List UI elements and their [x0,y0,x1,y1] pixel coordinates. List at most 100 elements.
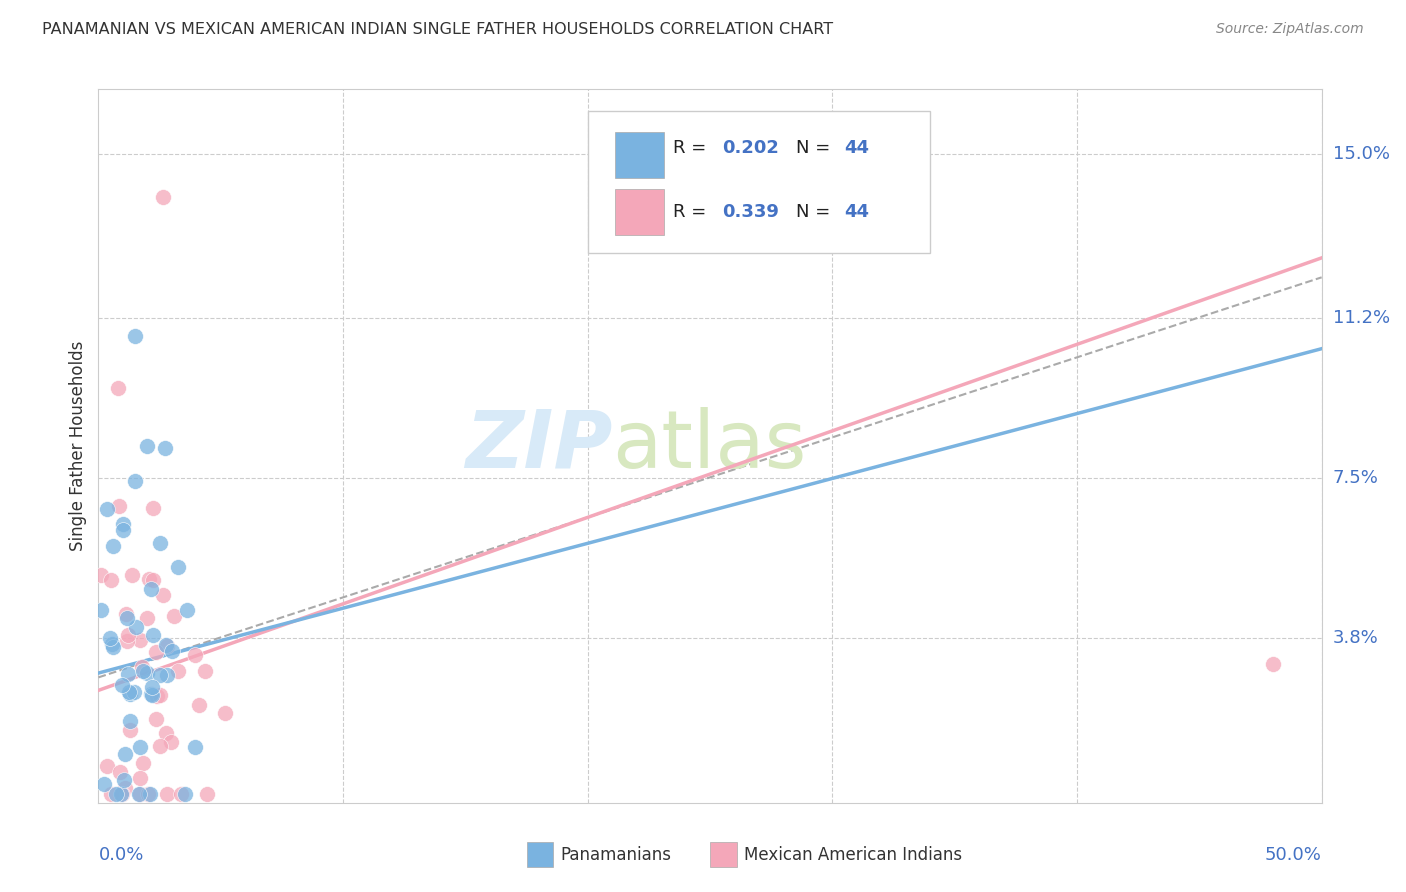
Text: Mexican American Indians: Mexican American Indians [744,846,962,863]
Point [117,627,139,641]
Point [156,787,179,801]
Point [114,780,136,795]
Point [136,787,159,801]
Text: 15.0%: 15.0% [1333,145,1389,163]
Text: ZIP: ZIP [465,407,612,485]
Point [141,681,163,695]
Point [100,573,122,587]
Text: atlas: atlas [612,407,807,485]
Point [167,559,190,574]
Y-axis label: Single Father Households: Single Father Households [69,341,87,551]
Point [90,567,112,582]
Bar [614,189,664,235]
Point [124,475,146,489]
Point [142,500,165,515]
Point [128,771,150,785]
Point [90,603,112,617]
Point [139,787,162,801]
Point [103,640,125,654]
Point [141,688,163,702]
Point [194,664,217,678]
Point [96,502,118,516]
Point [149,668,172,682]
Point [170,787,193,801]
Point [153,441,176,455]
Point [184,648,207,662]
Point [118,723,141,737]
Text: 44: 44 [845,203,869,221]
Point [128,787,150,801]
Point [132,664,155,678]
Point [173,787,195,801]
Point [112,516,135,531]
Text: 3.8%: 3.8% [1333,630,1378,648]
Point [166,664,188,678]
Bar [614,132,664,178]
Point [156,639,179,653]
Point [129,632,152,647]
Point [118,685,141,699]
Text: 11.2%: 11.2% [1333,310,1391,327]
Point [195,787,218,801]
Point [128,787,150,801]
Point [1261,657,1284,672]
Text: N =: N = [796,203,835,221]
Text: N =: N = [796,139,835,157]
Text: 0.202: 0.202 [723,139,779,157]
Point [117,610,139,624]
Point [111,523,134,537]
Point [149,739,172,754]
Point [142,574,165,588]
Point [155,668,177,682]
Point [108,765,131,780]
Point [101,637,124,651]
Text: 50.0%: 50.0% [1265,846,1322,864]
Point [145,712,167,726]
Point [160,644,183,658]
Point [124,328,146,343]
Point [149,536,172,550]
FancyBboxPatch shape [588,111,931,253]
Point [214,706,236,720]
Point [176,603,198,617]
Point [101,539,124,553]
Point [98,632,121,646]
Point [114,747,136,761]
Text: Panamanians: Panamanians [561,846,672,863]
Point [141,687,163,701]
Point [183,740,205,755]
Point [152,190,174,204]
Point [142,627,165,641]
Text: PANAMANIAN VS MEXICAN AMERICAN INDIAN SINGLE FATHER HOUSEHOLDS CORRELATION CHART: PANAMANIAN VS MEXICAN AMERICAN INDIAN SI… [42,22,834,37]
Text: R =: R = [673,139,713,157]
Point [187,698,209,712]
Point [114,607,136,622]
Point [107,500,129,514]
Point [104,787,127,801]
Text: 7.5%: 7.5% [1333,469,1379,487]
Point [152,588,174,602]
Point [128,739,150,754]
Point [160,735,183,749]
Point [136,665,159,680]
Point [138,572,160,586]
Text: 0.0%: 0.0% [98,846,143,864]
Text: Source: ZipAtlas.com: Source: ZipAtlas.com [1216,22,1364,37]
Point [96,758,118,772]
Point [121,567,143,582]
Point [111,678,134,692]
Point [107,381,129,395]
Text: R =: R = [673,203,713,221]
Bar [526,842,554,867]
Point [131,659,153,673]
Point [118,714,141,728]
Point [100,787,122,801]
Text: 44: 44 [845,139,869,157]
Point [122,685,145,699]
Point [115,634,138,648]
Point [145,645,167,659]
Point [155,638,177,652]
Point [117,667,139,681]
Point [120,687,142,701]
Point [155,726,177,740]
